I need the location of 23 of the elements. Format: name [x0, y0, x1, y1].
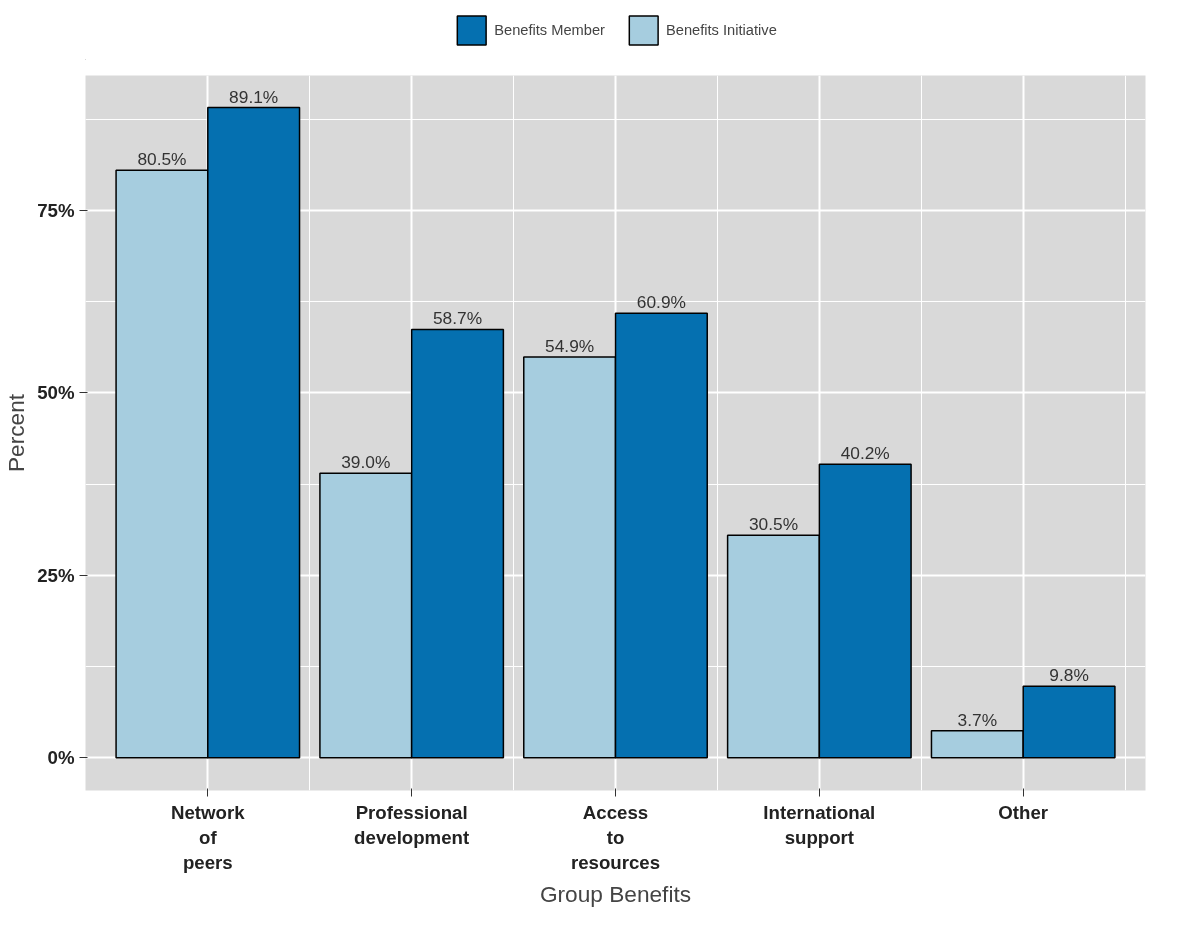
data-label: 3.7% — [957, 709, 998, 730]
data-label: 60.9% — [636, 292, 686, 313]
data-label: 58.7% — [432, 308, 483, 329]
data-label: 80.5% — [137, 149, 187, 170]
y-axis-title: Percent — [3, 393, 30, 473]
y-tick-label: 0% — [47, 747, 75, 769]
data-label: 39.0% — [341, 452, 391, 473]
x-axis-title: Group Benefits — [539, 880, 692, 907]
data-label: 54.9% — [545, 336, 595, 357]
data-label: 89.1% — [229, 86, 279, 107]
data-label: 30.5% — [748, 514, 799, 535]
y-tick-label: 25% — [37, 564, 75, 586]
data-label: 40.2% — [840, 443, 890, 464]
x-tick-label: International support — [763, 801, 876, 848]
y-tick-label: 50% — [37, 382, 75, 404]
legend-label: Benefits Initiative — [665, 22, 777, 38]
x-tick-label: Professional development — [354, 801, 470, 848]
x-tick-label: Network of peers — [171, 801, 246, 873]
x-tick-label: Other — [998, 801, 1049, 823]
x-tick-label: Access to resources — [570, 801, 661, 873]
y-tick-label: 75% — [37, 199, 75, 221]
legend-label: Benefits Member — [494, 22, 605, 38]
data-label: 9.8% — [1049, 665, 1089, 686]
